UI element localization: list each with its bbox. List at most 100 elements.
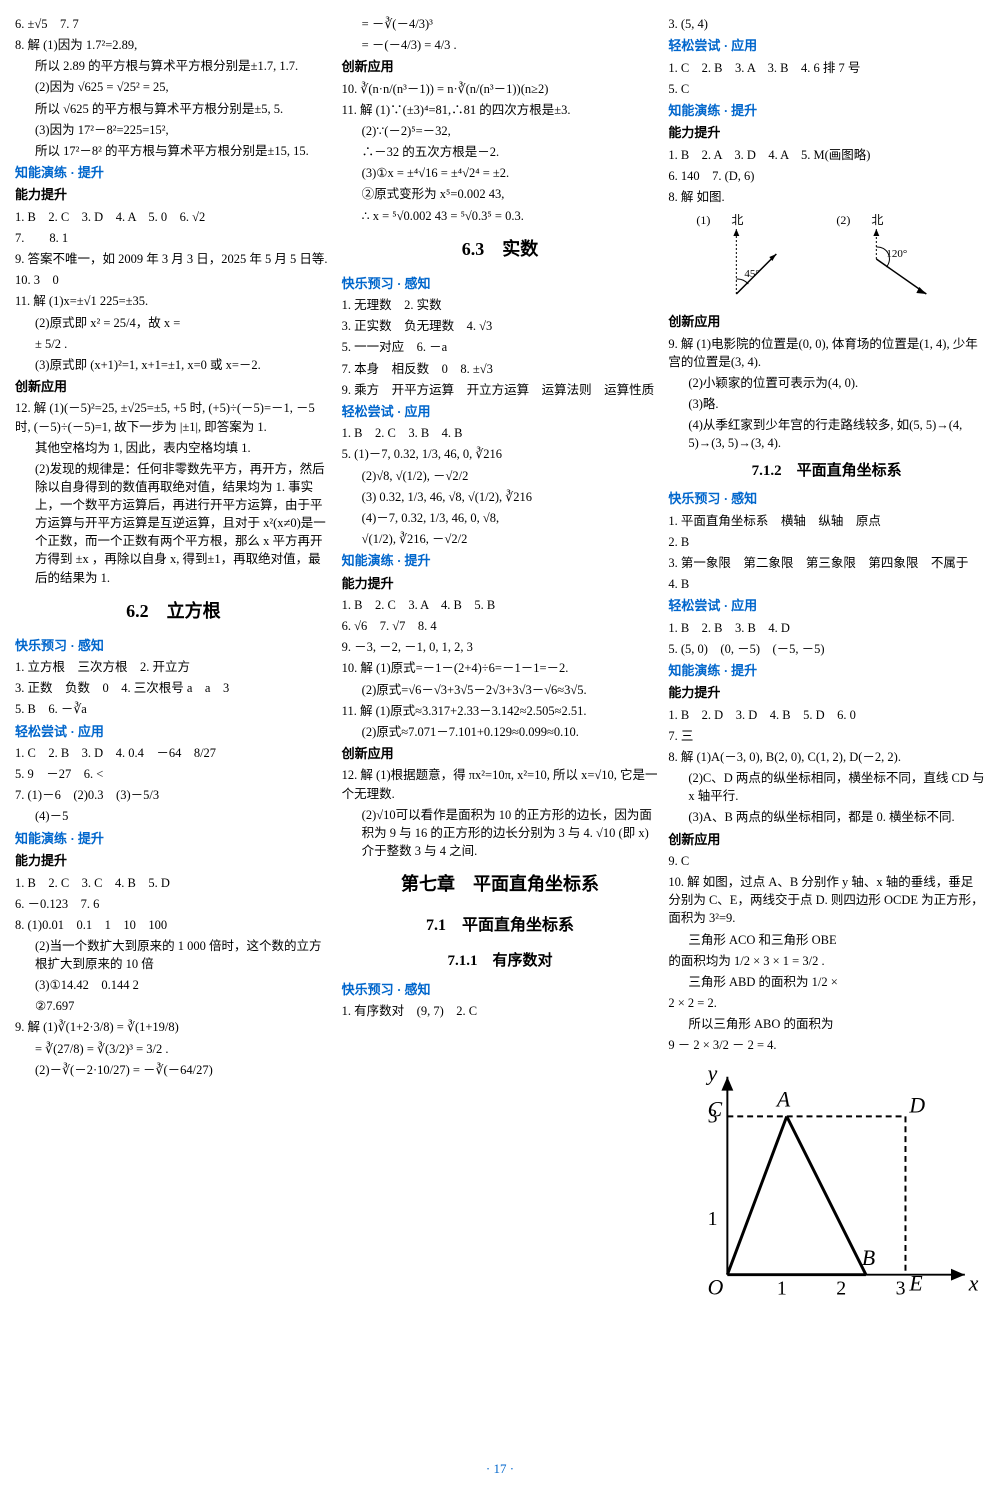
text-line: (2)C、D 两点的纵坐标相同，横坐标不同，直线 CD 与 x 轴平行. — [668, 769, 985, 805]
text-line: = ∛(27/8) = ∛(3/2)³ = 3/2 . — [15, 1040, 332, 1058]
coordinate-diagram: x y O C A D B E 1 1 2 3 3 — [668, 1057, 985, 1177]
text-line: 三角形 ABD 的面积为 1/2 × — [668, 973, 985, 991]
text-line: 其他空格均为 1, 因此，表内空格均填 1. — [15, 439, 332, 457]
column-3: 3. (5, 4) 轻松尝试 · 应用 1. C 2. B 3. A 3. B … — [668, 15, 985, 1473]
text-line: 5. 一一对应 6. －a — [342, 338, 659, 356]
text-line: (3)原式即 (x+1)²=1, x+1=±1, x=0 或 x=－2. — [15, 356, 332, 374]
text-line: (2)原式≈7.071－7.101+0.129≈0.099≈0.10. — [342, 723, 659, 741]
text-line: √(1/2), ∛216, －√2/2 — [342, 530, 659, 548]
text-line: 5. B 6. －∛a — [15, 700, 332, 718]
angle-label: 45° — [745, 268, 760, 280]
point-label: D — [909, 1094, 926, 1118]
section-title: 轻松尝试 · 应用 — [15, 722, 332, 742]
text-line: 8. 解 如图. — [668, 188, 985, 206]
origin-label: O — [708, 1276, 724, 1300]
text-line: (2)原式即 x² = 25/4，故 x = — [15, 314, 332, 332]
text-line: 1. B 2. A 3. D 4. A 5. M(画图略) — [668, 146, 985, 164]
text-line: 7. 8. 1 — [15, 229, 332, 247]
text-line: 所以 √625 的平方根与算术平方根分别是±5, 5. — [15, 100, 332, 118]
text-line: (4)－7, 0.32, 1/3, 46, 0, √8, — [342, 509, 659, 527]
section-title: 快乐预习 · 感知 — [668, 489, 985, 509]
text-line: 5. (1)－7, 0.32, 1/3, 46, 0, ∛216 — [342, 445, 659, 463]
text-line: 1. B 2. C 3. D 4. A 5. 0 6. √2 — [15, 208, 332, 226]
text-line: (3)①14.42 0.144 2 — [15, 976, 332, 994]
tick-label: 1 — [708, 1208, 718, 1230]
text-line: (2)∵(－2)⁵=－32, — [342, 122, 659, 140]
text-line: (2)√8, √(1/2), －√2/2 — [342, 467, 659, 485]
text-line: 1. C 2. B 3. A 3. B 4. 6 排 7 号 — [668, 59, 985, 77]
section-title: 轻松尝试 · 应用 — [668, 36, 985, 56]
section-title: 快乐预习 · 感知 — [342, 980, 659, 1000]
text-line: (2)小颖家的位置可表示为(4, 0). — [668, 374, 985, 392]
text-line: = －(－4/3) = 4/3 . — [342, 36, 659, 54]
text-line: (3)略. — [668, 395, 985, 413]
section-title: 轻松尝试 · 应用 — [668, 596, 985, 616]
north-label: 北 — [872, 213, 884, 227]
text-line: 3. (5, 4) — [668, 15, 985, 33]
text-line: 1. B 2. C 3. C 4. B 5. D — [15, 874, 332, 892]
text-line: (3)因为 17²－8²=225=15², — [15, 121, 332, 139]
text-line: 12. 解 (1)根据题意，得 πx²=10π, x²=10, 所以 x=√10… — [342, 766, 659, 802]
section-title: 知能演练 · 提升 — [342, 551, 659, 571]
text-line: 10. 解 如图，过点 A、B 分别作 y 轴、x 轴的垂线，垂足分别为 C、E… — [668, 873, 985, 927]
text-line: (2)－∛(－2·10/27) = －∛(－64/27) — [15, 1061, 332, 1079]
north-label: 北 — [732, 213, 744, 227]
column-1: 6. ±√5 7. 7 8. 解 (1)因为 1.7²=2.89, 所以 2.8… — [15, 15, 332, 1473]
section-title: 快乐预习 · 感知 — [342, 274, 659, 294]
section-title: 快乐预习 · 感知 — [15, 636, 332, 656]
text-line: ± 5/2 . — [15, 335, 332, 353]
text-line: 10. 解 (1)原式=－1－(2+4)÷6=－1－1=－2. — [342, 659, 659, 677]
text-line: 5. C — [668, 80, 985, 98]
axis-label-y: y — [706, 1062, 718, 1086]
text-line: 2. B — [668, 533, 985, 551]
text-line: 9. C — [668, 852, 985, 870]
tick-label: 3 — [708, 1106, 718, 1128]
subsubchapter-title: 7.1.1 有序数对 — [342, 950, 659, 973]
text-line: 11. 解 (1)∵(±3)⁴=81,∴81 的四次方根是±3. — [342, 101, 659, 119]
text-line: ∴ x = ⁵√0.002 43 = ⁵√0.3⁵ = 0.3. — [342, 207, 659, 225]
text-line: 所以 2.89 的平方根与算术平方根分别是±1.7, 1.7. — [15, 57, 332, 75]
text-line: 11. 解 (1)原式≈3.317+2.33－3.142≈2.505≈2.51. — [342, 702, 659, 720]
text-line: 6. √6 7. √7 8. 4 — [342, 617, 659, 635]
text-line: 1. 平面直角坐标系 横轴 纵轴 原点 — [668, 512, 985, 530]
text-line: 5. 9 －27 6. < — [15, 765, 332, 783]
text-line: (3)A、B 两点的纵坐标相同，都是 0. 横坐标不同. — [668, 808, 985, 826]
subsection-label: 能力提升 — [668, 683, 985, 703]
subsection-label: 创新应用 — [668, 830, 985, 850]
text-line: 11. 解 (1)x=±√1 225=±35. — [15, 292, 332, 310]
subsection-label: 能力提升 — [342, 574, 659, 594]
subsection-label: 能力提升 — [15, 185, 332, 205]
text-line: 8. 解 (1)因为 1.7²=2.89, — [15, 36, 332, 54]
point-label: E — [909, 1272, 923, 1296]
text-line: 1. B 2. B 3. B 4. D — [668, 619, 985, 637]
text-line: 10. ∛(n·n/(n³－1)) = n·∛(n/(n³－1))(n≥2) — [342, 80, 659, 98]
text-line: 6. －0.123 7. 6 — [15, 895, 332, 913]
text-line: 10. 3 0 — [15, 271, 332, 289]
text-line: 的面积均为 1/2 × 3 × 1 = 3/2 . — [668, 952, 985, 970]
text-line: (2)发现的规律是：任何非零数先平方，再开方，然后除以自身得到的数值再取绝对值，… — [15, 460, 332, 587]
section-title: 知能演练 · 提升 — [668, 101, 985, 121]
text-line: (3) 0.32, 1/3, 46, √8, √(1/2), ∛216 — [342, 488, 659, 506]
text-line: 12. 解 (1)(－5)²=25, ±√25=±5, +5 时, (+5)÷(… — [15, 399, 332, 435]
subchapter-title: 7.1 平面直角坐标系 — [342, 914, 659, 938]
diagram-label: (2) — [837, 213, 851, 227]
section-title: 知能演练 · 提升 — [668, 661, 985, 681]
subsection-label: 创新应用 — [342, 744, 659, 764]
text-line: 所以三角形 ABO 的面积为 — [668, 1015, 985, 1033]
text-line: 9. 乘方 开平方运算 开立方运算 运算法则 运算性质 — [342, 381, 659, 399]
subsection-label: 能力提升 — [668, 123, 985, 143]
tick-label: 2 — [837, 1278, 847, 1300]
text-line: 9. 解 (1)∛(1+2·3/8) = ∛(1+19/8) — [15, 1018, 332, 1036]
text-line: 1. 立方根 三次方根 2. 开立方 — [15, 658, 332, 676]
tick-label: 3 — [896, 1278, 906, 1300]
angle-diagram: (1) 北 45° (2) 北 120° — [668, 209, 985, 309]
text-line: 6. 140 7. (D, 6) — [668, 167, 985, 185]
section-title: 知能演练 · 提升 — [15, 163, 332, 183]
text-line: 1. B 2. D 3. D 4. B 5. D 6. 0 — [668, 706, 985, 724]
text-line: 8. 解 (1)A(－3, 0), B(2, 0), C(1, 2), D(－2… — [668, 748, 985, 766]
text-line: 1. C 2. B 3. D 4. 0.4 －64 8/27 — [15, 744, 332, 762]
subsection-label: 能力提升 — [15, 851, 332, 871]
text-line: 2 × 2 = 2. — [668, 994, 985, 1012]
text-line: (4)－5 — [15, 807, 332, 825]
text-line: 3. 正数 负数 0 4. 三次根号 a a 3 — [15, 679, 332, 697]
